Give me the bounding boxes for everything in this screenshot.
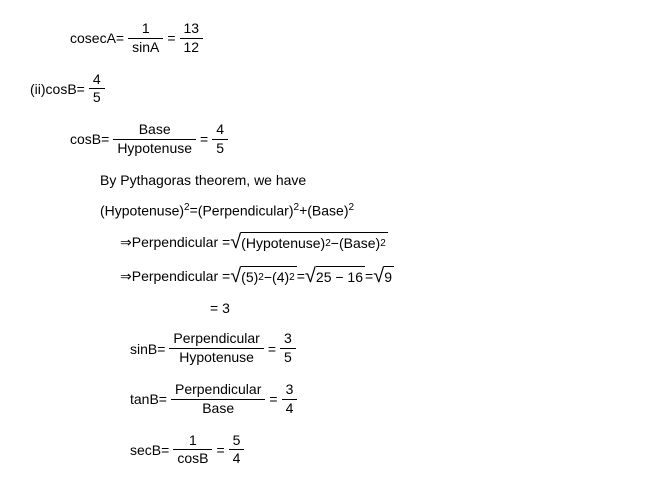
- fraction: 13 12: [180, 20, 204, 57]
- radical-icon: √: [230, 232, 241, 252]
- sqrt: √ 9: [373, 266, 394, 286]
- pythagoras-text: By Pythagoras theorem, we have: [100, 172, 625, 188]
- fraction: Perpendicular Hypotenuse: [169, 330, 263, 367]
- fraction: 3 5: [280, 330, 296, 367]
- fraction: 4 5: [89, 71, 105, 108]
- sqrt: √ 25 − 16: [305, 266, 365, 286]
- perpendicular-result: = 3: [210, 300, 625, 316]
- fraction: Base Hypotenuse: [113, 121, 196, 158]
- equation-cosB-ratio: cosB= Base Hypotenuse = 4 5: [70, 121, 625, 158]
- fraction: Perpendicular Base: [171, 381, 265, 418]
- radical-icon: √: [305, 266, 316, 286]
- perpendicular-calc: ⇒ Perpendicular = √ (5)2 − (4)2 = √ 25 −…: [120, 266, 625, 286]
- fraction: 1 cosB: [173, 432, 212, 469]
- fraction: 3 4: [282, 381, 298, 418]
- perpendicular-formula: ⇒ Perpendicular = √ (Hypotenuse)2 − (Bas…: [120, 232, 625, 252]
- part-ii-cosB: (ii) cosB= 4 5: [30, 71, 625, 108]
- equation-secB: secB= 1 cosB = 5 4: [130, 432, 625, 469]
- equation-cosecA: cosecA= 1 sinA = 13 12: [70, 20, 625, 57]
- equation-sinB: sinB= Perpendicular Hypotenuse = 3 5: [130, 330, 625, 367]
- pythagoras-equation: (Hypotenuse)2 = (Perpendicular)2 + (Base…: [100, 202, 625, 219]
- fraction: 4 5: [212, 121, 228, 158]
- radical-icon: √: [230, 266, 241, 286]
- radical-icon: √: [373, 266, 384, 286]
- fraction: 1 sinA: [128, 20, 163, 57]
- sqrt: √ (Hypotenuse)2 − (Base)2: [230, 232, 388, 252]
- fraction: 5 4: [229, 432, 245, 469]
- equation-tanB: tanB= Perpendicular Base = 3 4: [130, 381, 625, 418]
- sqrt: √ (5)2 − (4)2: [230, 266, 297, 286]
- lhs: cosecA=: [70, 30, 124, 46]
